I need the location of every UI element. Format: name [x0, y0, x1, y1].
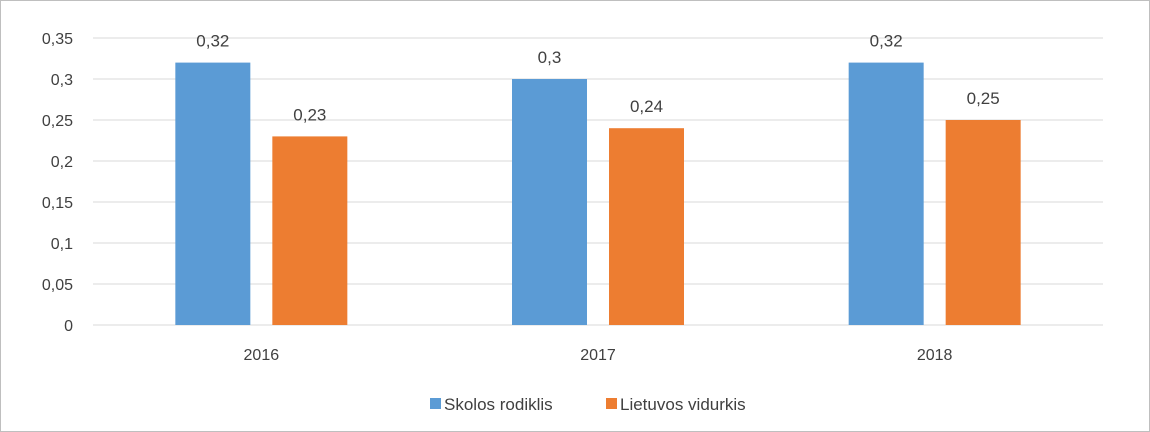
legend-swatch: [606, 398, 617, 409]
y-tick-label: 0,2: [51, 154, 73, 171]
data-label: 0,32: [870, 32, 903, 51]
bar-skolos-rodiklis-2017: [512, 79, 587, 325]
bar-lietuvos-vidurkis-2017: [609, 128, 684, 325]
y-tick-label: 0,1: [51, 236, 73, 253]
x-tick-label: 2016: [244, 347, 280, 364]
data-label: 0,25: [967, 89, 1000, 108]
y-tick-label: 0,15: [42, 195, 73, 212]
data-label: 0,23: [293, 105, 326, 124]
legend-swatch: [430, 398, 441, 409]
x-axis-ticks: 2016 2017 2018: [244, 347, 953, 364]
data-label: 0,32: [196, 32, 229, 51]
x-tick-label: 2017: [580, 347, 616, 364]
bar-skolos-rodiklis-2016: [175, 62, 251, 325]
data-labels: 0,32 0,23 0,3 0,24 0,32 0,25: [196, 32, 999, 125]
bar-skolos-rodiklis-2018: [848, 62, 924, 325]
x-tick-label: 2018: [917, 347, 953, 364]
y-tick-label: 0,05: [42, 277, 73, 294]
legend: Skolos rodiklis Lietuvos vidurkis: [430, 395, 746, 414]
bars: [175, 62, 1021, 325]
y-tick-label: 0,35: [42, 31, 73, 48]
y-axis-ticks: 0 0,05 0,1 0,15 0,2 0,25 0,3 0,35: [42, 31, 73, 335]
y-tick-label: 0,25: [42, 113, 73, 130]
y-tick-label: 0: [64, 318, 73, 335]
legend-label: Skolos rodiklis: [444, 395, 553, 414]
gridlines: [93, 37, 1103, 326]
legend-label: Lietuvos vidurkis: [620, 395, 746, 414]
bar-lietuvos-vidurkis-2016: [272, 136, 348, 325]
data-label: 0,24: [630, 97, 663, 116]
y-tick-label: 0,3: [51, 72, 73, 89]
bar-lietuvos-vidurkis-2018: [945, 120, 1021, 325]
data-label: 0,3: [538, 48, 562, 67]
